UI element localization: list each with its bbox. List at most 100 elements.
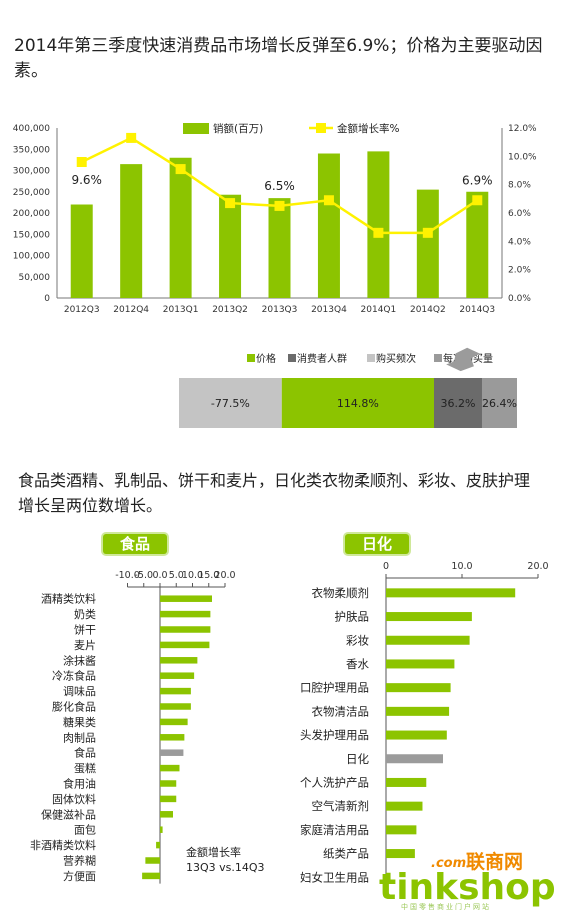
category-bar <box>160 764 180 772</box>
category-label: 保健滋补品 <box>41 807 96 821</box>
category-bar <box>386 872 391 882</box>
growth-point <box>274 200 285 211</box>
category-label: 妇女卫生用品 <box>300 870 369 884</box>
category-label: 酒精类饮料 <box>41 592 96 606</box>
driver-legend-swatch <box>367 354 375 362</box>
tinkshop-watermark-logo: .com 联商网 tinkshop 中国零售商业门户网站 <box>379 850 556 911</box>
category-label: 日化 <box>346 752 369 766</box>
category-label: 膨化食品 <box>52 700 96 714</box>
category-label: 香水 <box>346 657 369 671</box>
category-bar <box>160 610 211 618</box>
category-bar <box>160 826 163 833</box>
category-bar <box>386 849 415 859</box>
growth-point <box>422 227 433 238</box>
category-bar <box>160 672 195 679</box>
left-tick-label: 0 <box>44 294 50 304</box>
household-header: 日化 <box>345 534 409 554</box>
brand-cn: 联商网 <box>466 850 523 873</box>
driver-segment <box>433 378 482 428</box>
driver-legend-swatch <box>288 354 296 362</box>
category-label: 蛋糕 <box>74 761 96 775</box>
category-label: 冷冻食品 <box>52 669 96 683</box>
category-label: 衣物柔顺剂 <box>312 586 370 600</box>
category-bar <box>386 635 470 645</box>
driver-segment-label: -77.5% <box>211 397 250 410</box>
left-tick-label: 200,000 <box>13 209 50 219</box>
axis-tick-label: 10.0 <box>182 570 203 581</box>
driver-legend-swatch <box>434 354 442 362</box>
sales-bar <box>317 153 340 298</box>
right-tick-label: 2.0% <box>508 266 531 276</box>
left-tick-label: 50,000 <box>19 273 51 283</box>
sales-bar <box>466 191 489 298</box>
category-bar <box>156 841 160 849</box>
right-tick-label: 10.0% <box>508 152 537 162</box>
category-bar <box>160 718 188 726</box>
growth-point <box>175 164 186 175</box>
driver-segment-label: 26.4% <box>482 397 517 410</box>
category-label: 彩妆 <box>346 633 369 647</box>
food-note-line2: 13Q3 vs.14Q3 <box>186 861 265 874</box>
category-label: 奶类 <box>74 607 96 621</box>
category-label: 调味品 <box>63 685 96 698</box>
sales-bar <box>169 157 192 298</box>
category-bar <box>160 626 211 633</box>
food-growth-bar-chart: -10.0-5.0 0.0 5.010.015.020.0 酒精类饮料奶类饼干麦片涂抹… <box>30 570 265 884</box>
axis-tick-label: 5.0 <box>169 570 184 581</box>
category-bar <box>160 641 210 649</box>
legend-swatch-sales <box>183 123 209 134</box>
category-label: 护肤品 <box>335 610 370 624</box>
x-tick-label: 2012Q4 <box>113 305 149 315</box>
category-bar <box>142 872 160 880</box>
driver-segment-label: 114.8% <box>337 397 379 410</box>
category-bar <box>386 730 447 740</box>
growth-annotation: 9.6% <box>71 173 102 187</box>
x-tick-label: 2014Q2 <box>410 305 446 315</box>
category-label: 口腔护理用品 <box>300 681 369 695</box>
right-tick-label: 8.0% <box>508 181 531 191</box>
category-bar <box>386 612 472 622</box>
category-bar <box>160 595 212 602</box>
driver-segment-label: 36.2% <box>441 397 476 410</box>
x-tick-label: 2012Q3 <box>64 305 100 315</box>
brand-tag: .com <box>431 856 466 871</box>
x-tick-label: 2013Q1 <box>163 305 199 315</box>
category-bar <box>386 825 417 835</box>
category-bar <box>160 749 184 756</box>
category-bar <box>386 706 450 716</box>
category-bar <box>386 588 516 598</box>
sales-bar <box>268 198 291 298</box>
sales-bar <box>120 164 143 298</box>
driver-legend-label: 购买频次 <box>376 352 416 365</box>
category-label: 非酒精类饮料 <box>30 838 96 852</box>
category-bar <box>160 811 173 818</box>
legend-label-sales: 销额(百万) <box>213 122 263 135</box>
growth-driver-stacked-bar: 价格消费者人群购买频次每次购买量-77.5%114.8%36.2%26.4% <box>179 347 517 428</box>
axis-tick-label: 0 <box>383 561 389 572</box>
category-label: 家庭清洁用品 <box>300 823 369 837</box>
brand-sub: 中国零售商业门户网站 <box>401 902 491 911</box>
sales-bar <box>416 189 439 298</box>
category-bar <box>386 801 423 811</box>
left-tick-label: 350,000 <box>13 145 50 155</box>
brand-name: tinkshop <box>379 867 556 908</box>
category-label: 营养糊 <box>63 854 96 868</box>
growth-point <box>225 198 236 209</box>
category-bar <box>386 754 443 764</box>
category-label: 麦片 <box>74 639 96 652</box>
growth-annotation: 6.5% <box>264 179 295 193</box>
category-label: 衣物清洁品 <box>312 704 370 718</box>
sales-bar <box>219 194 242 298</box>
sales-bar <box>367 151 390 298</box>
category-label: 食品 <box>74 746 96 760</box>
axis-tick-label: -5.0 <box>134 570 153 581</box>
category-label: 纸类产品 <box>323 847 369 861</box>
x-tick-label: 2014Q3 <box>459 305 495 315</box>
x-tick-label: 2013Q4 <box>311 305 347 315</box>
left-tick-label: 100,000 <box>13 252 50 262</box>
axis-tick-label: 0.0 <box>152 570 167 581</box>
driver-segment <box>179 378 282 428</box>
growth-point <box>76 157 87 167</box>
right-tick-label: 12.0% <box>508 124 537 134</box>
headline-q3-growth: 2014年第三季度快速消费品市场增长反弹至6.9%；价格为主要驱动因素。 <box>14 36 543 81</box>
